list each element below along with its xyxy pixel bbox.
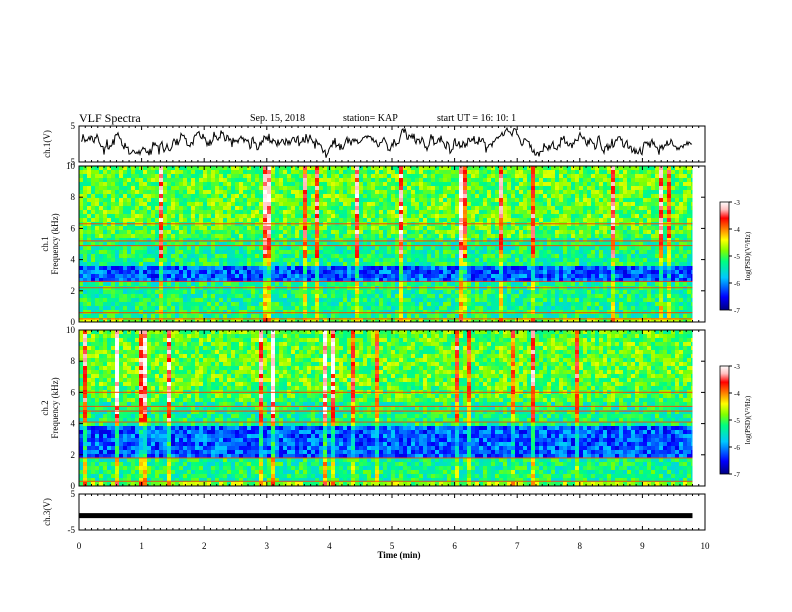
- cb1-tick--5: -5: [734, 253, 740, 261]
- time-tick-label-0: 0: [77, 541, 82, 551]
- ch1-spectrogram-ytick-4: 4: [71, 255, 76, 265]
- ch3-waveform-ytick--5: -5: [68, 525, 76, 535]
- ch1-spectrogram: [79, 166, 693, 322]
- ch2-spectrogram-ylabel: ch.2 Frequency (kHz): [40, 377, 60, 438]
- ch1-spectrogram-ylabel: ch.1 Frequency (kHz): [40, 213, 60, 274]
- cb1-tick--6: -6: [734, 280, 740, 288]
- header-date: Sep. 15, 2018: [250, 113, 305, 124]
- cb2-tick--6: -6: [734, 444, 740, 452]
- ch2-spectrogram-ytick-8: 8: [71, 356, 76, 366]
- ch2-colorbar: -3 -4 -5 -6 -7 log(PSD)(V²/Hz): [719, 363, 752, 479]
- time-tick-label-7: 7: [515, 541, 520, 551]
- cb1-tick--3: -3: [734, 199, 740, 207]
- ch1-waveform-line: [80, 126, 693, 158]
- ch1-waveform-ytick--5: -5: [68, 157, 76, 167]
- time-tick-label-3: 3: [265, 541, 270, 551]
- ch3-waveform-frame: [78, 493, 706, 531]
- ch3-waveform-ytick-5: 5: [71, 489, 76, 499]
- cb2-label: log(PSD)(V²/Hz): [744, 395, 752, 444]
- time-tick-label-2: 2: [202, 541, 207, 551]
- time-axis-label: Time (min): [377, 550, 420, 560]
- time-tick-label-1: 1: [139, 541, 144, 551]
- ch2-spectrogram-ytick-4: 4: [71, 419, 76, 429]
- ch2-spectrogram: [79, 330, 693, 486]
- time-tick-label-10: 10: [701, 541, 711, 551]
- time-tick-label-4: 4: [327, 541, 332, 551]
- ch1-spectrogram-ytick-8: 8: [71, 192, 76, 202]
- ch2-spectrogram-ytick-10: 10: [66, 325, 76, 335]
- cb1-tick--4: -4: [734, 226, 740, 234]
- ch1-waveform-ytick-5: 5: [71, 121, 76, 131]
- time-axis-ticks: 0 1 2 3 4 5 6 7 8 9 10: [77, 126, 710, 551]
- cb2-tick--4: -4: [734, 390, 740, 398]
- ch1-spectrogram-ytick-10: 10: [66, 161, 76, 171]
- cb2-tick--7: -7: [734, 471, 740, 479]
- time-tick-label-5: 5: [390, 541, 395, 551]
- ch1-spectrogram-ytick-2: 2: [71, 286, 76, 296]
- ch2-spectrogram-ytick-6: 6: [71, 387, 76, 397]
- ch1-spectrogram-ytick-0: 0: [71, 317, 76, 327]
- cb1-tick--7: -7: [734, 307, 740, 315]
- time-tick-label-9: 9: [640, 541, 645, 551]
- cb2-tick--3: -3: [734, 363, 740, 371]
- cb2-tick--5: -5: [734, 417, 740, 425]
- ch1-spectrogram-ytick-6: 6: [71, 223, 76, 233]
- ch1-waveform-ylabel: ch.1(V): [42, 130, 52, 158]
- header-start-time: start UT = 16: 10: 1: [437, 113, 517, 124]
- cb1-label: log(PSD)(V²/Hz): [744, 231, 752, 280]
- ch2-spectrogram-ytick-2: 2: [71, 450, 76, 460]
- ch3-waveform-ylabel: ch.3(V): [42, 498, 52, 526]
- ch1-colorbar: -3 -4 -5 -6 -7 log(PSD)(V²/Hz): [719, 199, 752, 315]
- time-tick-label-6: 6: [452, 541, 457, 551]
- ch2-spectrogram-ytick-0: 0: [71, 481, 76, 491]
- header-station: station= KAP: [343, 113, 398, 124]
- time-tick-label-8: 8: [578, 541, 583, 551]
- chart-title: VLF Spectra: [79, 111, 141, 125]
